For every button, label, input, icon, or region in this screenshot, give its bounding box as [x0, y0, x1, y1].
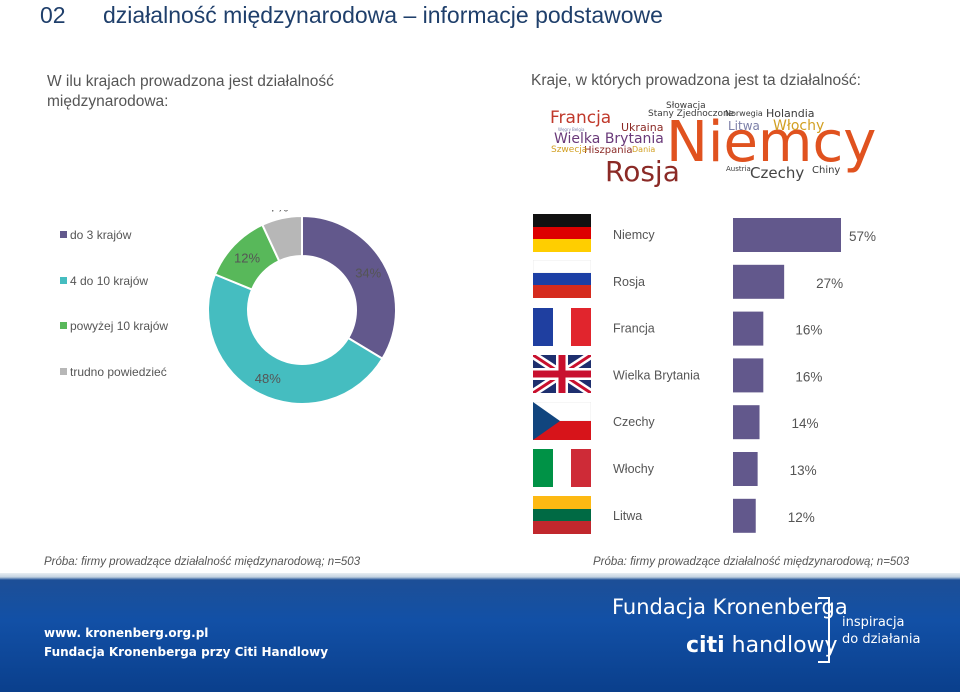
bar-category-niemcy: Niemcy — [613, 228, 655, 242]
flag-ru-icon — [533, 260, 591, 298]
bar-francja — [733, 311, 764, 346]
cloud-word-wlochy: Włochy — [773, 118, 825, 134]
donut-label-4-do-10-krajow: 48% — [255, 371, 281, 386]
cloud-word-slowacja: Słowacja — [666, 101, 706, 111]
cloud-word-dania: Dania — [632, 145, 656, 154]
bar-value-rosja: 27% — [816, 276, 843, 291]
flag-fr-icon — [533, 308, 591, 346]
donut-slice-trudno-powiedziec — [261, 214, 303, 263]
cloud-word-belgia: Belgia — [572, 127, 585, 132]
footnote-right: Próba: firmy prowadzące działalność międ… — [593, 556, 910, 568]
handlowy-logo-word: handlowy — [731, 633, 838, 658]
cloud-word-niemcy: Niemcy — [666, 110, 877, 175]
logo-bracket — [818, 597, 830, 663]
cloud-word-rosja: Rosja — [605, 155, 680, 188]
cloud-word-holandia: Holandia — [766, 107, 815, 120]
cloud-word-szwecja: Szwecja — [551, 145, 588, 155]
legend-swatch — [60, 277, 67, 284]
bar-category-wielka-brytania: Wielka Brytania — [613, 368, 700, 382]
cloud-word-wegry: Węgry — [558, 127, 571, 132]
bar-value-litwa: 12% — [788, 510, 815, 525]
legend-item-do-3-krajow: do 3 krajów — [60, 228, 131, 242]
bar-wielka-brytania — [733, 358, 764, 393]
flag-it-icon — [533, 449, 591, 487]
legend-label: do 3 krajów — [70, 228, 132, 242]
slogan: inspiracja do działania — [842, 614, 952, 648]
slide-title: działalność międzynarodowa – informacje … — [103, 2, 663, 28]
cloud-word-norwegia: Norwegia — [725, 109, 763, 118]
cloud-word-chiny: Chiny — [812, 165, 841, 176]
bar-category-francja: Francja — [613, 322, 655, 336]
flag-lt-icon — [533, 496, 591, 534]
bar-czechy — [733, 405, 760, 440]
flag-de-icon — [533, 214, 591, 252]
cloud-word-stany-zjednoczone: Stany Zjednoczone — [648, 109, 735, 119]
legend-label: 4 do 10 krajów — [70, 274, 149, 288]
legend-item-4-do-10-krajow: 4 do 10 krajów — [60, 274, 148, 288]
footer: www. kronenberg.org.pl Fundacja Kronenbe… — [0, 573, 960, 692]
bar-rosja — [733, 264, 785, 299]
bar-category-wlochy: Włochy — [613, 462, 655, 476]
citi-logo-word: citi — [686, 633, 725, 658]
bar-category-rosja: Rosja — [613, 275, 645, 289]
bar-category-litwa: Litwa — [613, 509, 642, 523]
foundation-logo-text: Fundacja Kronenberga — [612, 595, 848, 619]
question-left: W ilu krajach prowadzona jest działalnoś… — [47, 73, 334, 110]
legend-label: powyżej 10 krajów — [70, 319, 169, 333]
legend-swatch — [60, 322, 67, 329]
bar-value-czechy: 14% — [792, 416, 819, 431]
slide-number: 02 — [40, 2, 66, 28]
legend-swatch — [60, 231, 67, 238]
donut-label-powyzej-10-krajow: 12% — [234, 251, 260, 266]
legend-item-trudno-powiedziec: trudno powiedzieć — [60, 365, 167, 379]
footnote-left: Próba: firmy prowadzące działalność międ… — [44, 556, 361, 568]
slogan-line-2: do działania — [842, 632, 921, 647]
donut-slice-4-do-10-krajow — [207, 273, 384, 405]
footer-url[interactable]: www. kronenberg.org.pl — [44, 626, 209, 640]
bar-value-wlochy: 13% — [790, 463, 817, 478]
cloud-word-francja: Francja — [550, 108, 612, 128]
cloud-word-austria: Austria — [726, 165, 751, 173]
legend-label: trudno powiedzieć — [70, 365, 167, 379]
slogan-line-1: inspiracja — [842, 615, 905, 630]
bar-value-francja: 16% — [795, 323, 822, 338]
question-right: Kraje, w których prowadzona jest ta dzia… — [531, 72, 861, 89]
donut-slice-do-3-krajow — [301, 214, 397, 361]
legend-swatch — [60, 368, 67, 375]
bar-category-czechy: Czechy — [613, 415, 655, 429]
cloud-word-ukraina: Ukraina — [621, 121, 664, 134]
legend-item-powyzej-10-krajow: powyżej 10 krajów — [60, 319, 168, 333]
flag-cz-icon — [533, 402, 591, 440]
bar-niemcy — [733, 218, 841, 252]
cloud-word-litwa: Litwa — [728, 119, 760, 133]
cloud-word-hiszpania: Hiszpania — [584, 145, 633, 156]
footer-org: Fundacja Kronenberga przy Citi Handlowy — [44, 645, 329, 659]
bar-litwa — [733, 498, 756, 533]
donut-label-do-3-krajow: 34% — [355, 266, 381, 281]
citi-handlowy-logo: citi handlowy — [686, 633, 838, 658]
bar-value-niemcy: 57% — [849, 229, 876, 244]
country-bar-chart: Niemcy 57% Rosja 27% Francja 16% Wielka Brytan… — [613, 218, 876, 533]
donut-chart: 34% 48% 12% 7% — [207, 210, 397, 405]
donut-label-trudno-powiedziec: 7% — [270, 210, 289, 215]
word-cloud: Niemcy Rosja Francja Wielka Brytania Czechy W… — [548, 100, 888, 192]
cloud-word-wielka-brytania: Wielka Brytania — [554, 131, 664, 147]
bar-value-wielka-brytania: 16% — [795, 369, 822, 384]
cloud-word-czechy: Czechy — [750, 164, 805, 182]
bar-wlochy — [733, 452, 758, 486]
flag-gb-icon — [533, 355, 591, 393]
